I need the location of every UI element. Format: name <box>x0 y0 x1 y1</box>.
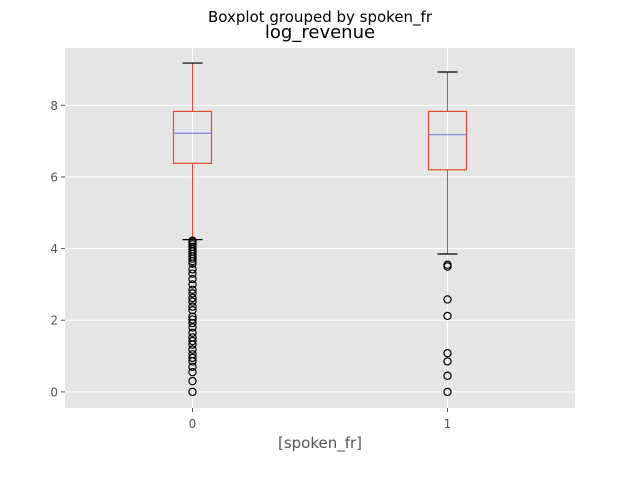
outlier-point <box>188 312 197 321</box>
outlier-point <box>188 280 197 289</box>
outlier-point <box>188 302 197 311</box>
outlier-point <box>443 311 452 321</box>
box-iqr <box>427 110 468 171</box>
outlier-point <box>188 323 197 332</box>
outlier-point <box>188 274 197 284</box>
outlier-point <box>188 289 197 298</box>
outlier-point <box>188 259 197 268</box>
outlier-point <box>188 362 197 372</box>
y-tick-label: 8 <box>50 99 58 113</box>
outlier-point <box>443 348 452 358</box>
chart-title: log_revenue <box>264 22 376 43</box>
outlier-point <box>188 387 197 397</box>
x-axis-label: [spoken_fr] <box>277 434 363 452</box>
plot-background <box>65 48 575 408</box>
outlier-point <box>188 293 197 303</box>
x-tick-label: 1 <box>444 417 452 431</box>
outlier-point <box>188 285 197 294</box>
outlier-point <box>188 345 197 354</box>
outlier-point <box>188 376 197 386</box>
outlier-point <box>188 318 197 328</box>
outlier-point <box>188 306 197 315</box>
outlier-point <box>443 387 452 397</box>
outlier-point <box>443 262 452 271</box>
outlier-point <box>188 353 197 363</box>
outlier-point <box>443 357 452 366</box>
outlier-point <box>188 328 197 337</box>
chart-suptitle: Boxplot grouped by spoken_fr <box>208 8 432 26</box>
outlier-point <box>443 295 452 304</box>
x-tick-label: 0 <box>189 417 197 431</box>
y-tick-label: 4 <box>50 242 58 256</box>
outlier-point <box>188 340 197 349</box>
y-tick-label: 0 <box>50 385 58 399</box>
outlier-point <box>188 269 197 278</box>
box-iqr <box>172 110 213 164</box>
outlier-point <box>188 297 197 306</box>
y-tick-label: 6 <box>50 170 58 184</box>
outlier-point <box>188 357 197 366</box>
outlier-point <box>188 367 197 377</box>
y-tick-label: 2 <box>50 314 58 328</box>
outlier-point <box>188 256 197 266</box>
outlier-point <box>188 336 197 346</box>
outlier-point <box>188 254 197 263</box>
outlier-point <box>188 265 197 274</box>
outlier-point <box>443 371 452 380</box>
outlier-point <box>188 315 197 324</box>
